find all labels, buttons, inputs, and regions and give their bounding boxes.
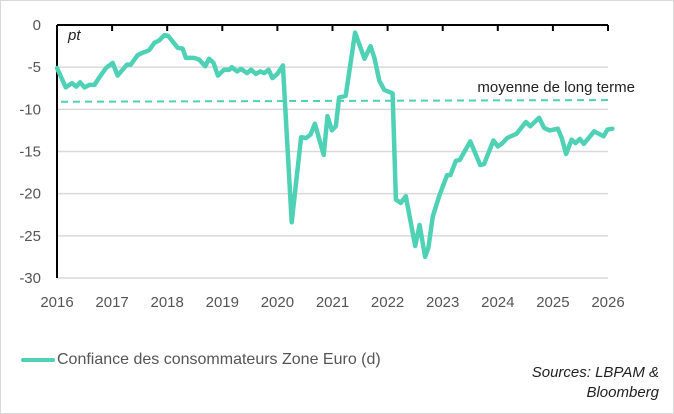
x-tick-label: 2019: [206, 294, 239, 311]
x-tick-label: 2016: [40, 294, 73, 311]
y-tick-label: -25: [19, 228, 41, 245]
y-tick-label: -10: [19, 101, 41, 118]
y-tick-label: -20: [19, 186, 41, 203]
legend-swatch: [21, 358, 55, 362]
sources-line-2: Bloomberg: [586, 384, 659, 401]
x-tick-label: 2021: [316, 294, 349, 311]
legend: Confiance des consommateurs Zone Euro (d…: [21, 351, 381, 369]
x-tick-label: 2022: [371, 294, 404, 311]
unit-label: pt: [67, 27, 81, 44]
x-tick-label: 2020: [261, 294, 294, 311]
x-tick-label: 2018: [151, 294, 184, 311]
legend-label: Confiance des consommateurs Zone Euro (d…: [57, 351, 381, 368]
x-tick-label: 2024: [481, 294, 514, 311]
long-term-average-label: moyenne de long terme: [477, 79, 635, 96]
y-tick-label: -15: [19, 144, 41, 161]
y-tick-label: -30: [19, 270, 41, 287]
sources-line-1: Sources: LBPAM &: [531, 364, 659, 381]
y-tick-label: -5: [28, 59, 41, 76]
x-tick-label: 2026: [591, 294, 624, 311]
y-tick-label: 0: [33, 17, 41, 34]
x-tick-label: 2017: [95, 294, 128, 311]
series-line-consumer-confidence: [54, 30, 615, 260]
x-tick-label: 2025: [536, 294, 569, 311]
long-term-average-line: [60, 99, 609, 103]
sources-note: Sources: LBPAM & Bloomberg: [532, 363, 659, 403]
x-tick-label: 2023: [426, 294, 459, 311]
